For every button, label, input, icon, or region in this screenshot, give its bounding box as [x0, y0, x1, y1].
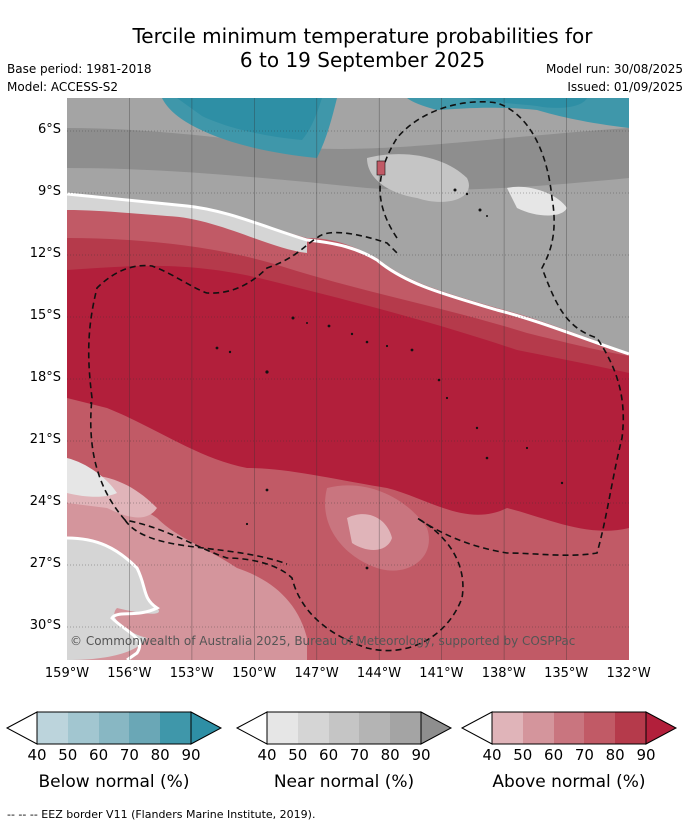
longitude-label: 132°W	[606, 666, 651, 681]
map-title-line2: 6 to 19 September 2025	[239, 48, 486, 72]
above-colorbar-bin-80	[615, 712, 646, 744]
probability-map: © Commonwealth of Australia 2025, Bureau…	[67, 98, 629, 660]
map-copyright: © Commonwealth of Australia 2025, Bureau…	[70, 634, 576, 648]
legend-tick-label: 70	[574, 746, 594, 764]
legend-tick-label: 40	[27, 746, 47, 764]
legend-tick-label: 80	[605, 746, 625, 764]
map-canvas	[67, 98, 629, 660]
legend-tick-label: 70	[119, 746, 139, 764]
region-below-top-right-core	[467, 98, 587, 108]
latitude-label: 18°S	[29, 370, 61, 385]
longitude-label: 141°W	[419, 666, 464, 681]
region-near-top-dark	[67, 128, 629, 190]
near-normal-colorbar	[235, 711, 453, 745]
near-colorbar-bin-80	[390, 712, 421, 744]
legend-tick-label: 60	[544, 746, 564, 764]
map-grid-lat	[67, 130, 629, 628]
latitude-label: 6°S	[37, 122, 61, 137]
legend-tick-label: 50	[58, 746, 78, 764]
latitude-label: 30°S	[29, 618, 61, 633]
latitude-label: 9°S	[37, 184, 61, 199]
longitude-label: 156°W	[107, 666, 152, 681]
above-colorbar-frame	[491, 711, 647, 745]
region-above-50	[67, 496, 307, 660]
region-above-80	[67, 238, 629, 373]
above-colorbar-bin-60	[554, 712, 584, 744]
latitude-label: 21°S	[29, 432, 61, 447]
longitude-label: 135°W	[544, 666, 589, 681]
legend-tick-label: 60	[319, 746, 339, 764]
below-normal-colorbar	[5, 711, 223, 745]
above-colorbar-bin-70	[584, 712, 615, 744]
eez-footnote: -- -- -- EEZ border V11 (Flanders Marine…	[7, 808, 316, 821]
base-period: Base period: 1981-2018	[7, 62, 152, 76]
map-title-line1: Tercile minimum temperature probabilitie…	[132, 24, 593, 48]
above-normal-colorbar	[460, 711, 678, 745]
legend-tick-label: 60	[89, 746, 109, 764]
model-name: Model: ACCESS-S2	[7, 80, 119, 94]
below-colorbar-bin-80	[160, 712, 191, 744]
legend-tick-label: 40	[482, 746, 502, 764]
longitude-label: 138°W	[481, 666, 526, 681]
near-colorbar-bin-70	[359, 712, 390, 744]
above-colorbar-high-arrow	[645, 711, 678, 745]
below-colorbar-frame	[36, 711, 192, 745]
above-normal-title: Above normal (%)	[492, 772, 646, 792]
latitude-label: 12°S	[29, 246, 61, 261]
legend-tick-label: 80	[380, 746, 400, 764]
eez-border-french-polynesia	[124, 100, 625, 652]
below-colorbar-bin-60	[99, 712, 129, 744]
legend-tick-label: 40	[257, 746, 277, 764]
legend-tick-label: 80	[150, 746, 170, 764]
longitude-label: 153°W	[169, 666, 214, 681]
eez-border-inner	[124, 519, 288, 565]
below-colorbar-high-arrow	[190, 711, 223, 745]
near-colorbar-bin-50	[298, 712, 329, 744]
legend-tick-label: 90	[181, 746, 201, 764]
map-title: Tercile minimum temperature probabilitie…	[0, 24, 690, 72]
above-colorbar-bin-40	[492, 712, 523, 744]
island-dots	[90, 160, 564, 570]
model-run: Model run: 30/08/2025	[545, 62, 683, 76]
legend-tick-label: 90	[636, 746, 656, 764]
latitude-label: 15°S	[29, 308, 61, 323]
meta-left: Base period: 1981-2018 Model: ACCESS-S2	[7, 60, 152, 96]
region-near-left-strip	[67, 458, 117, 497]
below-normal-title: Below normal (%)	[38, 772, 190, 792]
region-near-top-light-patch	[367, 154, 469, 202]
region-above-40-patch	[347, 514, 392, 550]
legend-tick-label: 50	[288, 746, 308, 764]
near-colorbar-bin-40	[267, 712, 298, 744]
longitude-label: 159°W	[44, 666, 90, 681]
near-colorbar-bin-60	[329, 712, 359, 744]
region-near-top-light	[67, 194, 307, 253]
longitude-label: 147°W	[294, 666, 339, 681]
region-above-90	[67, 263, 629, 531]
eez-border-cook-islands	[87, 231, 398, 521]
legend-tick-label: 70	[349, 746, 369, 764]
region-below-top-left-core	[177, 98, 322, 140]
legend-tick-label: 90	[411, 746, 431, 764]
below-colorbar-bin-50	[68, 712, 99, 744]
below-colorbar-low-arrow	[5, 711, 38, 745]
near-colorbar-high-arrow	[420, 711, 453, 745]
below-colorbar-bin-70	[129, 712, 160, 744]
region-near-top-light-patch2	[507, 186, 567, 216]
above-colorbar-low-arrow	[460, 711, 493, 745]
issued-date: Issued: 01/09/2025	[567, 80, 683, 94]
latitude-label: 27°S	[29, 556, 61, 571]
latitude-label: 24°S	[29, 494, 61, 509]
legend-tick-label: 50	[513, 746, 533, 764]
category-boundary	[67, 192, 629, 356]
meta-right: Model run: 30/08/2025 Issued: 01/09/2025	[546, 60, 683, 96]
above-colorbar-bin-50	[523, 712, 554, 744]
longitude-label: 150°W	[232, 666, 277, 681]
near-normal-title: Near normal (%)	[273, 772, 415, 792]
below-colorbar-bin-40	[37, 712, 68, 744]
near-colorbar-low-arrow	[235, 711, 268, 745]
longitude-label: 144°W	[356, 666, 402, 681]
near-colorbar-frame	[266, 711, 422, 745]
